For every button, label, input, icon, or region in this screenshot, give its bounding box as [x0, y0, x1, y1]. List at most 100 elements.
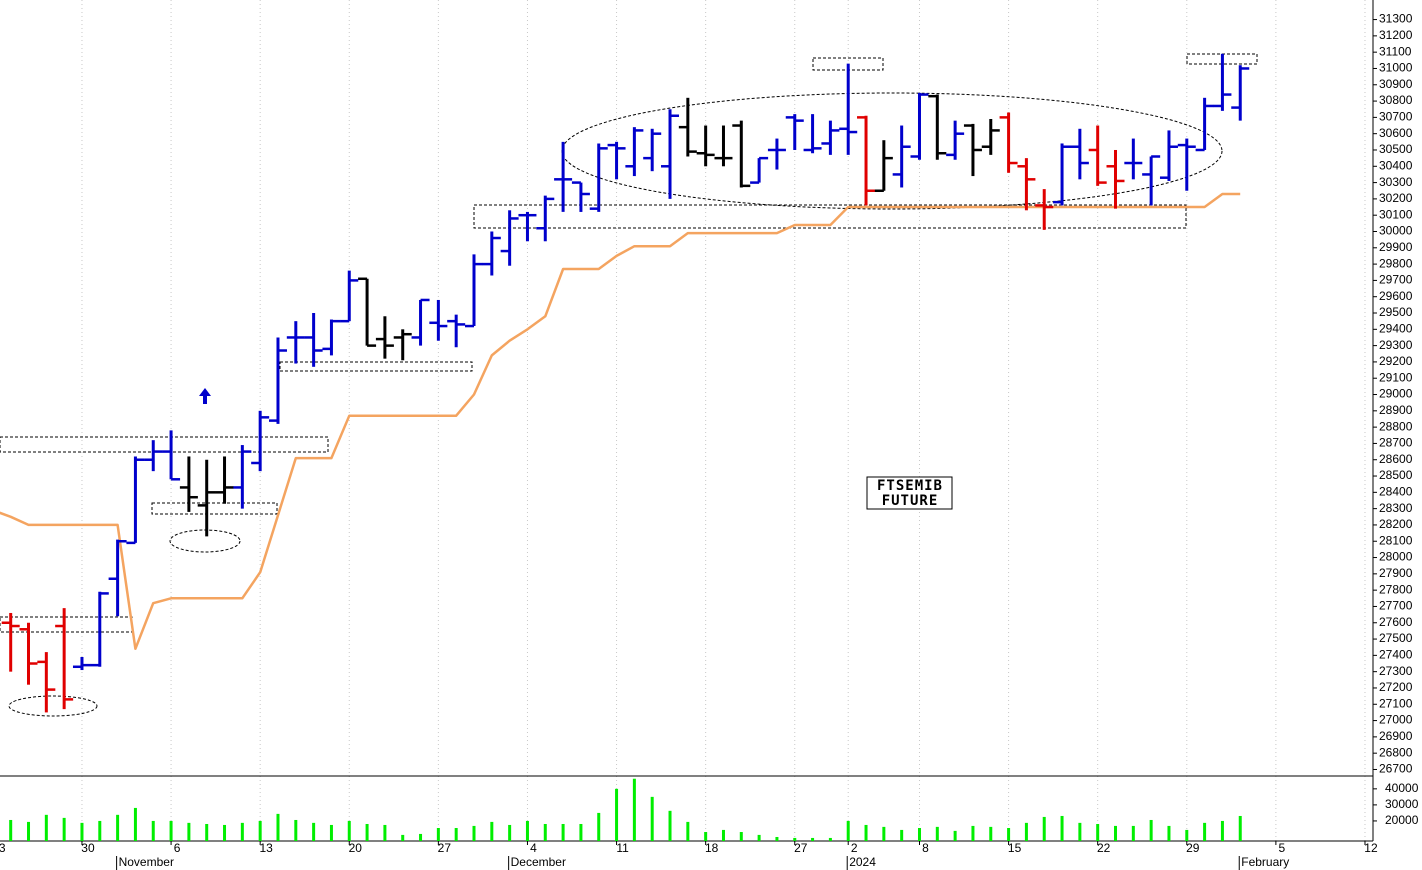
volume-bar	[80, 822, 84, 841]
volume-bar	[686, 821, 690, 841]
month-label: 2024	[849, 855, 876, 869]
volume-bar	[223, 824, 227, 841]
volume-bar	[258, 820, 262, 841]
x-tick-label: 2	[851, 841, 858, 855]
volume-bar	[1220, 820, 1224, 841]
volume-bar	[668, 810, 672, 841]
y-tick-label: 28800	[1379, 419, 1413, 433]
x-tick-label: 5	[1279, 841, 1286, 855]
volume-bar	[757, 834, 761, 841]
volume-bar	[205, 823, 209, 841]
volume-bar	[401, 834, 405, 841]
x-tick-label: 18	[705, 841, 719, 855]
y-tick-label: 31100	[1379, 44, 1412, 58]
volume-bar	[615, 788, 619, 841]
y-tick-label: 26700	[1379, 762, 1413, 776]
dashed-ellipse	[8, 695, 98, 717]
y-tick-label: 30000	[1379, 224, 1413, 238]
volume-bar	[62, 817, 66, 841]
y-tick-label: 27900	[1379, 566, 1413, 580]
volume-bar	[989, 826, 993, 841]
y-tick-label: 30500	[1379, 142, 1413, 156]
y-tick-label: 28000	[1379, 550, 1413, 564]
x-tick-label: 20	[349, 841, 363, 855]
volume-bar	[276, 813, 280, 841]
y-tick-label: 29300	[1379, 338, 1413, 352]
volume-bar	[419, 833, 423, 841]
volume-bar	[721, 829, 725, 841]
volume-bar	[971, 825, 975, 841]
x-tick-label: 27	[794, 841, 808, 855]
volume-bar	[704, 832, 708, 841]
x-tick-label: 8	[922, 841, 929, 855]
volume-bar	[775, 836, 779, 841]
y-tick-label: 30700	[1379, 110, 1413, 124]
x-tick-label: 11	[616, 841, 629, 855]
y-tick-label: 30400	[1379, 158, 1413, 172]
volume-bar	[828, 837, 832, 841]
y-tick-label: 31000	[1379, 61, 1413, 75]
y-tick-label: 30100	[1379, 207, 1413, 221]
trend-line	[0, 192, 1241, 651]
volume-bar	[525, 820, 529, 841]
y-tick-label: 29900	[1379, 240, 1413, 254]
y-tick-label: 29700	[1379, 273, 1413, 287]
volume-bar	[579, 823, 583, 841]
y-tick-label: 27700	[1379, 599, 1413, 613]
dashed-ellipse	[561, 92, 1223, 210]
volume-bar	[508, 824, 512, 841]
y-tick-label: 30200	[1379, 191, 1413, 205]
volume-bar	[1060, 815, 1064, 841]
volume-bar	[1007, 828, 1011, 841]
annotation-shapes	[0, 53, 1258, 717]
y-tick-label: 29800	[1379, 256, 1413, 270]
y-tick-label: 28400	[1379, 485, 1413, 499]
x-tick-label: 13	[259, 841, 273, 855]
volume-bar	[935, 826, 939, 841]
volume-bar	[133, 807, 137, 841]
volume-bar	[1078, 822, 1082, 841]
volume-bar	[1114, 825, 1118, 841]
volume-bar	[44, 814, 48, 841]
x-tick-label: 12	[1364, 841, 1378, 855]
volume-bar	[561, 823, 565, 841]
dashed-ellipse	[169, 529, 241, 553]
month-label: February	[1241, 855, 1289, 869]
x-tick-label: 30	[81, 841, 95, 855]
volume-bar	[294, 819, 298, 841]
volume-bar	[472, 825, 476, 841]
y-tick-label: 28700	[1379, 436, 1413, 450]
y-tick-label: 30900	[1379, 77, 1413, 91]
y-tick-label: 29600	[1379, 289, 1413, 303]
x-tick-label: 4	[530, 841, 537, 855]
volume-bar	[543, 823, 547, 841]
volume-bar	[900, 829, 904, 841]
y-tick-label: 31200	[1379, 28, 1413, 42]
volume-bar	[793, 837, 797, 841]
volume-bar	[917, 828, 921, 841]
volume-bar	[187, 822, 191, 841]
y-tick-label: 30600	[1379, 126, 1413, 140]
volume-bar	[383, 824, 387, 841]
volume-y-tick-label: 20000	[1385, 813, 1419, 827]
month-label: December	[511, 855, 566, 869]
y-tick-label: 27600	[1379, 615, 1413, 629]
volume-bar	[27, 821, 31, 841]
y-tick-label: 27500	[1379, 631, 1413, 645]
dashed-box	[473, 204, 1187, 229]
y-tick-label: 28200	[1379, 517, 1413, 531]
y-tick-label: 31300	[1379, 12, 1413, 26]
y-tick-label: 28100	[1379, 533, 1413, 547]
volume-bar	[650, 796, 654, 841]
y-tick-label: 29400	[1379, 321, 1413, 335]
x-tick-label: 22	[1097, 841, 1111, 855]
y-tick-label: 28900	[1379, 403, 1413, 417]
y-tick-label: 28300	[1379, 501, 1413, 515]
volume-bar	[811, 837, 815, 841]
volume-bar	[312, 822, 316, 841]
x-tick-label: 27	[438, 841, 452, 855]
y-tick-label: 30300	[1379, 175, 1413, 189]
annotation-text: FUTURE	[882, 493, 939, 509]
y-tick-label: 27000	[1379, 713, 1413, 727]
